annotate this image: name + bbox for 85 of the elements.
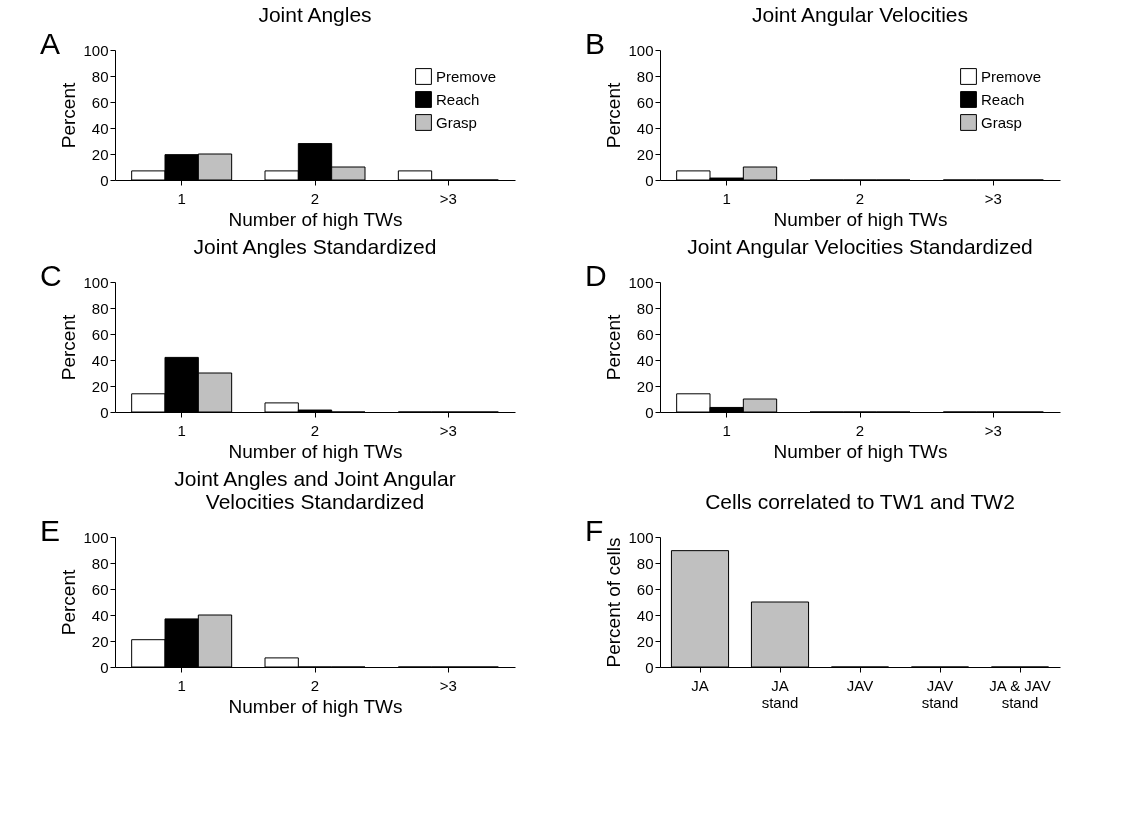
chart-title: Joint Angular Velocities (752, 3, 968, 26)
x-axis-title: Number of high TWs (773, 440, 948, 462)
y-tick-label: 60 (91, 325, 109, 343)
y-tick-label: 0 (645, 171, 654, 189)
text: A (40, 27, 61, 60)
y-tick-label: 80 (636, 554, 654, 572)
x-tick-label: 2 (855, 421, 865, 439)
y-tick-label: 100 (628, 273, 654, 291)
x-tick-label: 1 (722, 189, 731, 207)
y-tick-label: 80 (91, 67, 109, 85)
y-axis-title: Percent (58, 314, 80, 381)
x-tick-label: 1 (177, 421, 186, 439)
legend-label: Grasp (436, 113, 477, 131)
x-axis-title: Number of high TWs (228, 208, 403, 230)
x-tick-label: 1 (722, 421, 731, 439)
text: F (585, 514, 604, 547)
x-tick-label: 2 (310, 676, 320, 694)
legend-label: Reach (981, 90, 1025, 108)
y-tick-label: 40 (636, 351, 654, 369)
y-tick-label: 40 (91, 606, 109, 624)
y-tick-label: 40 (636, 119, 654, 137)
y-tick-label: 20 (91, 377, 109, 395)
x-tick-label: JAV (846, 676, 874, 694)
y-tick-label: 60 (636, 93, 654, 111)
y-tick-label: 40 (636, 606, 654, 624)
y-tick-label: 60 (636, 325, 654, 343)
x-tick-label: >3 (439, 421, 457, 439)
x-tick-label: 2 (310, 421, 320, 439)
y-tick-label: 0 (645, 403, 654, 421)
text: C (40, 259, 62, 292)
x-tick-label: JA stand (761, 676, 799, 711)
y-tick-label: 60 (91, 580, 109, 598)
y-tick-label: 20 (91, 632, 109, 650)
y-tick-label: 20 (636, 632, 654, 650)
x-tick-label: >3 (439, 189, 457, 207)
x-axis-title: Number of high TWs (773, 208, 948, 230)
y-tick-label: 100 (628, 528, 654, 546)
x-axis-title: Number of high TWs (228, 695, 403, 717)
chart-title: Joint Angles (258, 3, 372, 26)
y-tick-label: 0 (100, 171, 109, 189)
text: E (40, 514, 61, 547)
x-tick-label: 2 (310, 189, 320, 207)
y-tick-label: 100 (628, 41, 654, 59)
legend-label: Premove (436, 67, 497, 85)
y-tick-label: 100 (83, 273, 109, 291)
y-tick-label: 80 (91, 299, 109, 317)
x-tick-label: 1 (177, 189, 186, 207)
y-tick-label: 80 (636, 67, 654, 85)
chart-title: Joint Angles Standardized (193, 235, 437, 258)
y-tick-label: 20 (91, 145, 109, 163)
chart-title: Cells correlated to TW1 and TW2 (705, 490, 1015, 513)
x-tick-label: JAV stand (921, 676, 959, 711)
text: D (585, 259, 607, 292)
x-tick-label: >3 (984, 421, 1002, 439)
text: B (585, 27, 606, 60)
y-axis-title: Percent (58, 82, 80, 149)
x-tick-label: >3 (984, 189, 1002, 207)
x-tick-label: JA & JAV stand (989, 676, 1051, 711)
y-axis-title: Percent of cells (603, 537, 625, 668)
legend-label: Premove (981, 67, 1042, 85)
x-tick-label: >3 (439, 676, 457, 694)
y-axis-title: Percent (603, 82, 625, 149)
y-tick-label: 0 (100, 658, 109, 676)
y-axis-title: Percent (603, 314, 625, 381)
y-tick-label: 100 (83, 528, 109, 546)
y-tick-label: 20 (636, 145, 654, 163)
x-tick-label: 2 (855, 189, 865, 207)
legend-label: Reach (436, 90, 480, 108)
y-tick-label: 40 (91, 351, 109, 369)
y-tick-label: 40 (91, 119, 109, 137)
y-tick-label: 60 (636, 580, 654, 598)
x-tick-label: 1 (177, 676, 186, 694)
y-tick-label: 100 (83, 41, 109, 59)
y-tick-label: 20 (636, 377, 654, 395)
chart-title: Joint Angular Velocities Standardized (687, 235, 1033, 258)
y-tick-label: 80 (91, 554, 109, 572)
legend-label: Grasp (981, 113, 1022, 131)
x-axis-title: Number of high TWs (228, 440, 403, 462)
y-tick-label: 0 (645, 658, 654, 676)
y-tick-label: 80 (636, 299, 654, 317)
chart-title: Joint Angles and Joint Angular Velocities Standardized (174, 467, 456, 513)
x-tick-label: JA (691, 676, 709, 694)
y-tick-label: 60 (91, 93, 109, 111)
y-tick-label: 0 (100, 403, 109, 421)
y-axis-title: Percent (58, 569, 80, 636)
